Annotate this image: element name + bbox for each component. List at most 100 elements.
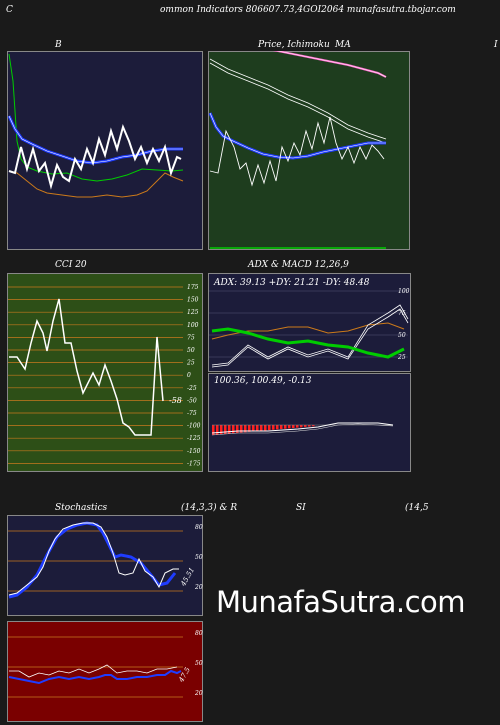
adx-green-line: [211, 327, 405, 359]
adx-tick-label: 25: [397, 354, 406, 361]
macd-bar: [220, 425, 223, 435]
adx-tick-label: 75: [398, 310, 406, 317]
macd-bar: [276, 425, 279, 430]
cci-line: [9, 298, 164, 436]
adx-white-line-1: [211, 304, 409, 366]
stoch-tick-label: 50: [195, 554, 203, 561]
cci-title: CCI 20: [55, 260, 87, 270]
bb-orange-line: [8, 170, 184, 198]
cci-tick-label: 25: [186, 360, 195, 367]
price-edge-letter: I: [494, 40, 498, 50]
bb-price-line: [8, 123, 182, 190]
macd-signal-line: [211, 423, 394, 436]
price-title: Price, Ichimoku: [258, 40, 330, 50]
adx-tick-label: 100: [398, 288, 410, 295]
price-panel: [208, 51, 410, 250]
adx-white-line-2: [211, 308, 409, 368]
rsi-blue-line: [8, 669, 182, 685]
rsi-tick-label: 80: [195, 630, 203, 637]
stoch-grid: 80 50 20: [8, 524, 203, 592]
macd-bar: [252, 425, 255, 432]
cci-tick-label: 0: [187, 372, 191, 379]
macd-bar: [300, 425, 303, 428]
macd-bar: [232, 425, 235, 434]
price-pink-ma-core: [276, 51, 387, 78]
rsi-title: SI: [296, 503, 306, 513]
cci-tick-label: 50: [187, 347, 195, 354]
macd-frame: [208, 373, 411, 472]
cci-tick-label: -75: [187, 410, 197, 417]
watermark: MunafaSutra.com: [216, 585, 466, 619]
macd-bar: [288, 425, 291, 429]
macd-bar: [256, 425, 259, 432]
macd-line: [211, 422, 394, 434]
adx-panel: ADX: 39.13 +DY: 21.21 -DY: 48.48 100 75 50…: [208, 273, 411, 472]
cci-panel: 175 150 125 100 75 50 25 0 -25 -50 -75 -100 -125 -150…: [7, 273, 203, 472]
cci-tick-label: 100: [187, 322, 199, 329]
macd-bar: [248, 425, 251, 432]
macd-bar: [268, 425, 271, 431]
macd-bar: [260, 425, 263, 431]
macd-bar: [224, 425, 227, 434]
macd-bar: [264, 425, 267, 431]
cci-tick-label: 125: [187, 309, 199, 316]
bb-upper-band-core: [8, 115, 183, 164]
stoch-tick-label: 20: [194, 584, 203, 591]
price-ma-label: MA: [335, 40, 351, 50]
cci-tick-label: -125: [187, 435, 201, 442]
price-ma-line-2: [209, 62, 387, 144]
stoch-frame: [7, 515, 203, 616]
stoch-white-line: [8, 522, 179, 596]
macd-bar: [280, 425, 283, 430]
cci-tick-label: -100: [187, 423, 201, 430]
cci-tick-label: 150: [187, 297, 199, 304]
cci-tick-label: -175: [187, 460, 201, 467]
price-frame: [208, 51, 410, 250]
stoch-blue-line: [8, 521, 177, 599]
stoch-params: (14,3,3) & R: [181, 503, 238, 513]
macd-bar: [312, 425, 315, 427]
adx-title: ADX & MACD 12,26,9: [248, 260, 349, 270]
macd-bar: [240, 425, 243, 433]
cci-tick-label: 75: [187, 334, 195, 341]
rsi-tick-label: 20: [194, 690, 203, 697]
bollinger-panel: [7, 51, 203, 250]
cci-tick-label: -150: [187, 448, 201, 455]
stoch-title: Stochastics: [55, 503, 108, 513]
macd-bar: [308, 425, 311, 427]
macd-bar: [296, 425, 299, 428]
header-left-letter: C: [6, 5, 13, 15]
header-title: ommon Indicators 806607.73,4GOI2064 muna…: [160, 5, 456, 15]
cci-frame: [7, 273, 203, 472]
macd-bar: [244, 425, 247, 433]
adx-frame: [208, 273, 411, 372]
cci-tick-label: -50: [187, 397, 197, 404]
macd-bar: [236, 425, 239, 433]
rsi-grid: 80 50 20: [8, 630, 203, 698]
macd-bar: [292, 425, 295, 428]
macd-bar: [212, 425, 215, 435]
cci-tick-label: -25: [187, 385, 197, 392]
rsi-tick-label: 50: [195, 660, 203, 667]
rsi-params: (14,5: [405, 503, 429, 513]
adx-tick-label: 50: [398, 332, 406, 339]
macd-bar: [228, 425, 231, 434]
macd-readout: 100.36, 100.49, -0.13: [214, 376, 312, 386]
price-ma-line-1: [209, 58, 387, 140]
macd-bar: [272, 425, 275, 430]
rsi-white-line: [9, 664, 178, 678]
cci-tick-label: 175: [187, 284, 199, 291]
price-line: [209, 116, 385, 187]
macd-bar: [304, 425, 307, 427]
macd-bar: [216, 425, 219, 435]
bb-title: B: [55, 40, 62, 50]
adx-readout: ADX: 39.13 +DY: 21.21 -DY: 48.48: [213, 278, 370, 288]
cci-grid: 175 150 125 100 75 50 25 0 -25 -50 -75 -100 -125 -150…: [8, 284, 201, 467]
stoch-tick-label: 80: [195, 524, 203, 531]
macd-histogram: [212, 425, 315, 435]
macd-bar: [284, 425, 287, 429]
cci-value-label: -58: [169, 396, 182, 405]
bb-green-line: [8, 53, 184, 182]
